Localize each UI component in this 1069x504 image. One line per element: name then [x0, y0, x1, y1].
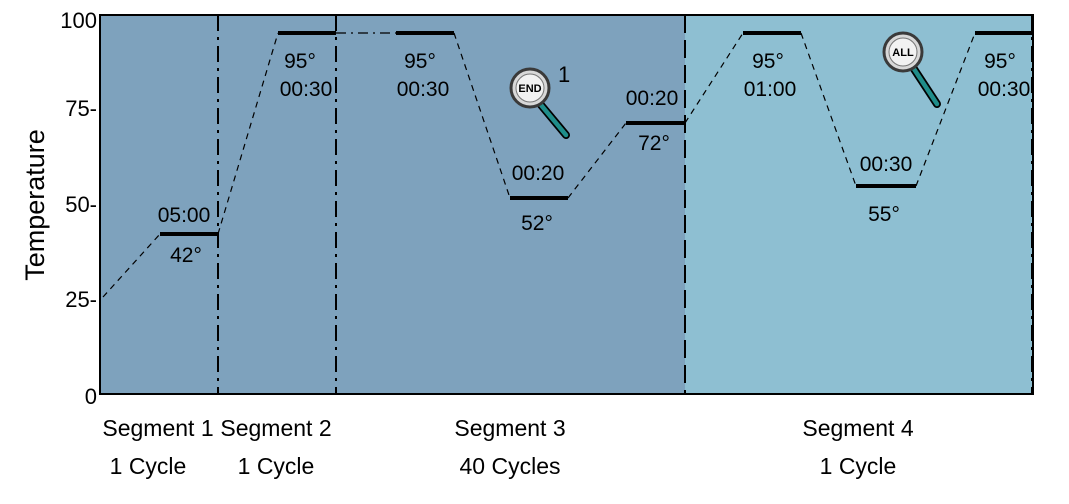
segment-1-cycles: 1 Cycle — [110, 453, 187, 479]
step-6-temp: 95° — [752, 50, 784, 73]
all-marker-label: ALL — [892, 47, 914, 59]
step-5-temp: 72° — [638, 132, 670, 155]
step-1-time: 05:00 — [158, 204, 211, 227]
step-8-time: 00:30 — [978, 78, 1031, 101]
end-marker-count: 1 — [558, 62, 570, 87]
ramp-line — [453, 32, 511, 199]
step-5-time: 00:20 — [626, 87, 679, 110]
segment-4-cycles: 1 Cycle — [820, 453, 897, 479]
step-1-temp: 42° — [170, 244, 202, 267]
y-tick-100: 100 — [60, 8, 97, 33]
ramp-line — [102, 233, 161, 298]
plot-area — [100, 15, 685, 394]
y-axis-label: Temperature — [20, 129, 50, 281]
ramp-line — [915, 32, 976, 187]
highlighted-segment-area — [685, 15, 1033, 394]
step-2-time: 00:30 — [280, 78, 333, 101]
y-tick-25: 25- — [65, 287, 97, 312]
end-marker-label: END — [518, 83, 541, 95]
ramp-line — [217, 32, 279, 235]
step-4-time: 00:20 — [512, 162, 565, 185]
all-magnifier-icon[interactable]: ALL — [882, 31, 941, 108]
ramp-line — [800, 32, 857, 187]
step-4-temp: 52° — [521, 212, 553, 235]
segment-3-cycles: 40 Cycles — [460, 453, 561, 479]
segment-2-cycles: 1 Cycle — [238, 453, 315, 479]
step-3-time: 00:30 — [397, 78, 450, 101]
step-7-temp: 55° — [868, 203, 900, 226]
step-2-temp: 95° — [284, 50, 316, 73]
step-7-time: 00:30 — [860, 153, 913, 176]
segment-1-name: Segment 1 — [102, 415, 213, 441]
ramp-line — [684, 32, 744, 124]
step-6-time: 01:00 — [744, 78, 797, 101]
y-tick-50: 50- — [65, 192, 97, 217]
end-magnifier-icon[interactable]: END — [509, 67, 570, 139]
ramp-line — [567, 122, 627, 199]
step-3-temp: 95° — [404, 50, 436, 73]
segment-2-name: Segment 2 — [220, 415, 331, 441]
segment-3-name: Segment 3 — [454, 415, 565, 441]
segment-4-name: Segment 4 — [802, 415, 913, 441]
y-tick-0: 0 — [85, 384, 97, 409]
y-tick-75: 75- — [65, 96, 97, 121]
step-8-temp: 95° — [984, 50, 1016, 73]
